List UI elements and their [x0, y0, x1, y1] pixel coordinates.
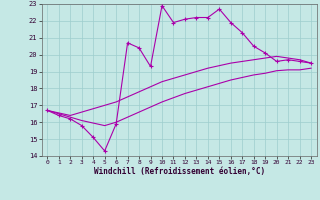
- X-axis label: Windchill (Refroidissement éolien,°C): Windchill (Refroidissement éolien,°C): [94, 167, 265, 176]
